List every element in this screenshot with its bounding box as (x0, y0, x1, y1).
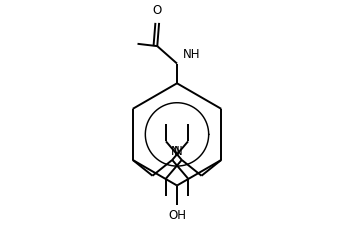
Text: N: N (171, 145, 180, 158)
Text: NH: NH (183, 48, 200, 61)
Text: N: N (174, 145, 183, 158)
Text: O: O (153, 4, 162, 17)
Text: OH: OH (168, 209, 186, 223)
